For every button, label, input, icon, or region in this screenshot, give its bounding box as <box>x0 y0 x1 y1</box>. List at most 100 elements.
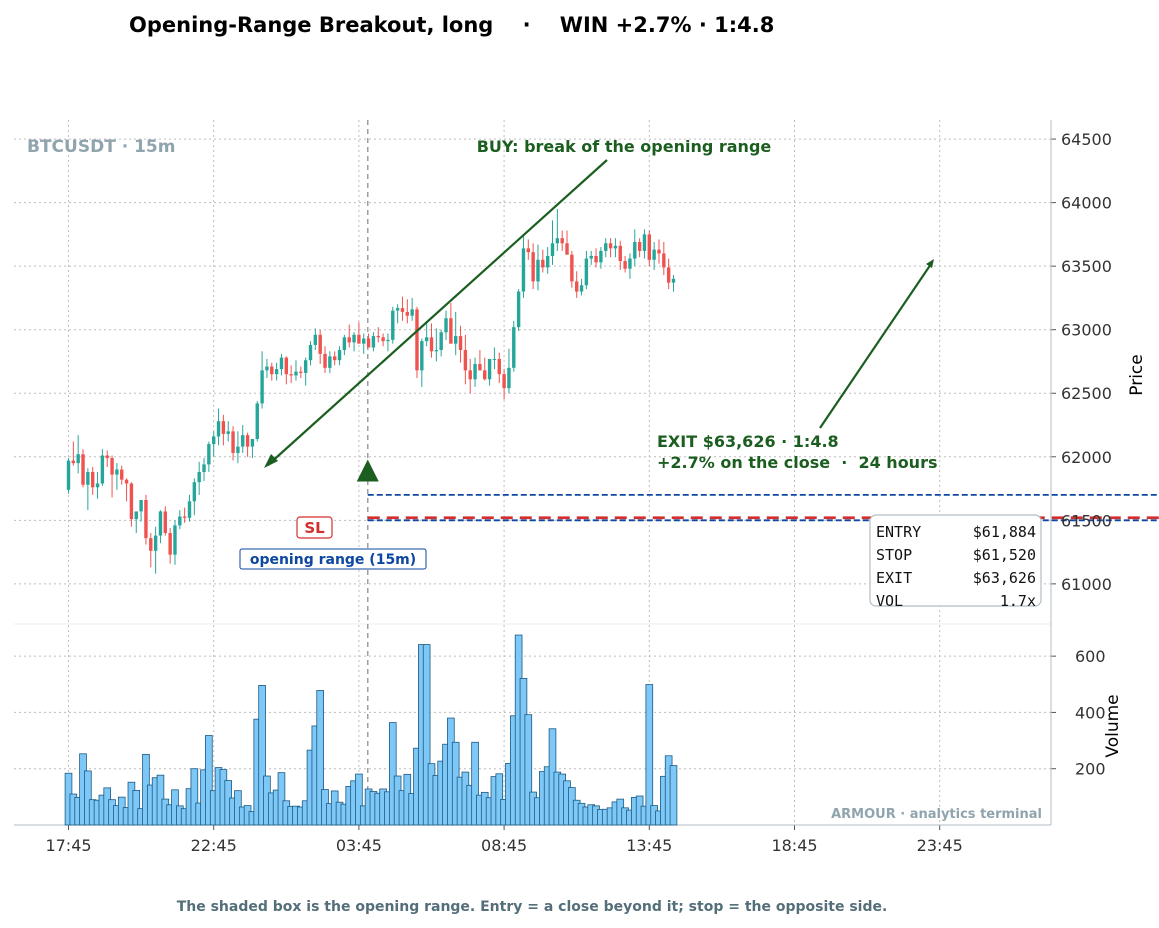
candle-body <box>86 472 90 485</box>
candle-body <box>270 366 274 375</box>
annotations: BUY: break of the opening range EXIT $63… <box>239 137 937 570</box>
candle-body <box>478 364 482 371</box>
stats-label: EXIT <box>876 569 912 587</box>
candle-body <box>454 336 458 344</box>
candle-body <box>182 516 187 518</box>
candle-body <box>550 243 555 256</box>
candle-body <box>139 499 143 512</box>
candle-body <box>526 248 530 253</box>
volume-bar <box>355 773 363 826</box>
candle-body <box>366 338 371 348</box>
trade-stats-box: ENTRY $61,884 STOP $61,520 EXIT $63,626 VOL 1.7… <box>869 514 1042 610</box>
candle-body <box>589 255 593 259</box>
candle-body <box>91 472 95 488</box>
candle-body <box>284 357 288 375</box>
exit-annotation-line1: EXIT $63,626 · 1:4.8 <box>657 432 839 451</box>
price-tick-labels: 61000 61500 62000 62500 63000 63500 64000 64500 <box>1061 130 1112 594</box>
candle-body <box>647 234 651 260</box>
candle-body <box>671 278 676 283</box>
candle-body <box>245 435 250 447</box>
price-tick-label: 62000 <box>1061 448 1112 467</box>
candle-body <box>623 261 627 269</box>
stats-box-frame <box>869 514 1042 607</box>
candle-body <box>241 435 245 447</box>
sl-label: SL <box>304 519 325 537</box>
candle-body <box>265 366 269 371</box>
candle-body <box>376 336 380 338</box>
candle-body <box>628 258 632 269</box>
volume-bar <box>205 735 213 826</box>
candle-body <box>415 309 419 371</box>
trade-levels <box>367 120 1159 825</box>
candle-body <box>124 479 129 484</box>
exit-arrow-head <box>926 259 934 268</box>
candle-body <box>463 350 468 371</box>
price-tick-label: 61000 <box>1061 575 1112 594</box>
candle-body <box>294 371 298 376</box>
candle-body <box>444 318 448 333</box>
candle-body <box>579 285 584 292</box>
price-tick-label: 64500 <box>1061 130 1112 149</box>
exit-annotation-line2: +2.7% on the close · 24 hours <box>657 453 937 472</box>
candle-body <box>395 308 400 311</box>
candle-body <box>608 243 613 249</box>
candle-body <box>391 310 395 340</box>
volume-bar <box>645 684 654 826</box>
candle-body <box>202 464 206 473</box>
candle-body <box>71 460 76 464</box>
candle-body <box>449 318 453 344</box>
price-tick-label: 61500 <box>1061 511 1112 530</box>
candle-body <box>197 472 201 483</box>
candle-body <box>584 258 589 286</box>
candle-body <box>420 341 424 371</box>
stats-label: ENTRY <box>876 523 921 541</box>
candle-body <box>81 454 85 485</box>
candle-body <box>497 358 501 375</box>
candle-body <box>541 259 545 268</box>
candle-body <box>337 350 342 361</box>
candle-body <box>371 336 376 348</box>
candle-body <box>144 499 148 539</box>
candle-body <box>637 242 642 251</box>
candle-body <box>483 370 487 380</box>
candle-body <box>429 337 434 352</box>
candle-body <box>226 431 230 434</box>
candle-body <box>662 253 666 268</box>
candle-body <box>642 234 647 251</box>
candle-body <box>492 358 497 360</box>
candle-body <box>512 327 516 368</box>
candle-body <box>149 538 153 551</box>
candle-body <box>400 308 405 312</box>
exit-arrow <box>819 263 932 429</box>
stats-value: $61,884 <box>973 523 1036 541</box>
candle-body <box>187 501 192 518</box>
candle-body <box>66 460 71 490</box>
sl-badge <box>296 516 333 539</box>
candle-body <box>565 243 569 255</box>
time-tick-label: 13:45 <box>626 836 672 855</box>
candle-body <box>381 337 385 342</box>
candle-body <box>342 337 347 351</box>
candle-body <box>575 281 579 292</box>
candle-body <box>260 370 264 404</box>
volume-bar <box>471 741 479 826</box>
candle-body <box>221 421 226 434</box>
buy-arrow-head <box>264 454 278 468</box>
candle-body <box>274 369 279 375</box>
candle-body <box>216 421 221 437</box>
candle-body <box>618 245 622 262</box>
volume-bar <box>316 690 324 826</box>
candle-body <box>299 371 303 373</box>
candle-body <box>405 311 409 316</box>
volume-tick-label: 200 <box>1075 760 1106 779</box>
candle-body <box>570 254 574 282</box>
candle-body <box>289 374 293 376</box>
candle-body <box>207 444 211 465</box>
candle-body <box>95 483 100 488</box>
candle-body <box>613 245 618 249</box>
stats-value: 1.7x <box>1000 592 1036 610</box>
candle-body <box>347 337 351 343</box>
volume-bar <box>524 714 533 826</box>
candle-body <box>100 455 105 484</box>
candle-body <box>352 334 356 343</box>
